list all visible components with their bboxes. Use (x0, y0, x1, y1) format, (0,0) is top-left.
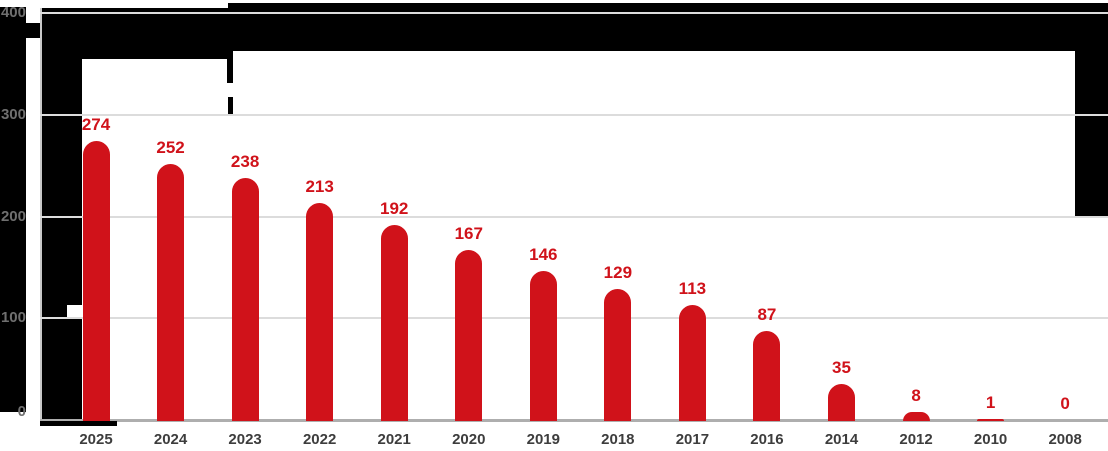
bar-2016 (753, 331, 781, 421)
bar-2022 (306, 203, 334, 421)
x-tick-label: 2021 (377, 431, 411, 448)
bar-2021 (380, 225, 408, 421)
bar-2020 (455, 250, 483, 421)
x-tick-label: 2023 (228, 431, 262, 448)
y-tick-label: 100 (0, 309, 26, 327)
x-tick-label: 2017 (675, 431, 710, 448)
x-tick-label: 2019 (526, 431, 560, 448)
bar-value-label: 274 (81, 115, 111, 134)
bar-value-label: 35 (832, 358, 851, 377)
gridline-200 (40, 215, 1108, 218)
bar-value-label: 1 (985, 393, 996, 412)
bar-value-label: 167 (454, 224, 483, 243)
redaction-top-band-right (228, 3, 1108, 51)
bar-value-label: 87 (757, 305, 777, 324)
x-tick-label: 2008 (1048, 431, 1082, 448)
bar-2019 (529, 271, 557, 421)
bar-2024 (157, 164, 185, 421)
bar-2014 (828, 384, 855, 421)
redaction-right-column (1075, 3, 1108, 217)
redaction-dash-upper (227, 51, 233, 83)
x-axis-baseline (40, 419, 1108, 422)
bar-value-label: 8 (911, 386, 921, 405)
redaction-dash-lower (228, 97, 233, 115)
x-tick-label: 2014 (824, 431, 859, 448)
bar-value-label: 192 (380, 199, 409, 218)
x-tick-label: 2025 (79, 431, 113, 448)
redaction-left-block (42, 8, 82, 419)
bar-value-label: 252 (156, 138, 185, 157)
redaction-left-column (0, 7, 26, 412)
gridline-300 (40, 113, 1108, 116)
gridline-400 (40, 12, 1108, 14)
x-tick-label: 2020 (452, 431, 486, 448)
y-tick-label: 400 (0, 4, 26, 21)
bar-value-label: 113 (678, 279, 707, 298)
bar-2010 (977, 419, 1005, 421)
bar-2012 (902, 412, 930, 421)
redaction-white-notch (67, 305, 82, 319)
gridline-100 (40, 317, 1108, 320)
bar-value-label: 238 (230, 152, 260, 171)
bar-value-label: 0 (1060, 394, 1070, 413)
x-tick-label: 2018 (601, 431, 635, 448)
y-tick-label: 0 (17, 403, 26, 420)
bar-2023 (231, 178, 259, 421)
bar-value-label: 213 (305, 177, 334, 196)
bar-2018 (604, 289, 632, 421)
bar-value-label: 146 (529, 245, 558, 264)
x-tick-label: 2024 (153, 431, 188, 448)
bar-2025 (82, 141, 110, 421)
y-tick-label: 200 (0, 207, 26, 225)
x-tick-label: 2012 (899, 431, 933, 448)
redaction-axis-patch (26, 23, 41, 38)
x-tick-label: 2022 (302, 431, 337, 448)
x-tick-label: 2010 (973, 431, 1008, 448)
y-axis-line (40, 8, 42, 421)
redaction-baseline-underline (40, 421, 117, 426)
bar-2017 (678, 305, 706, 421)
x-tick-label: 2016 (750, 431, 784, 448)
bar-value-label: 129 (603, 263, 633, 282)
y-tick-label: 300 (0, 105, 26, 123)
